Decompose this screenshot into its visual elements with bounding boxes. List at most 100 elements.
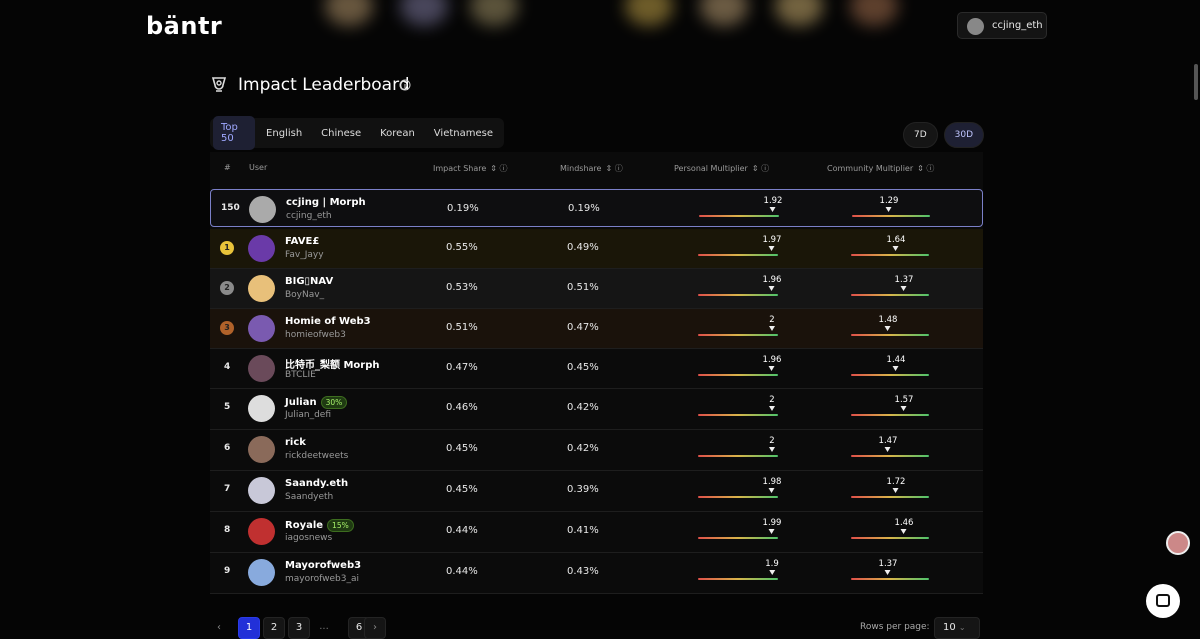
boost-badge: 30% [320,396,348,409]
column-header[interactable]: Community Multiplier ⇕ ⓘ [827,164,935,173]
rows-label: Rows per page: [860,622,930,632]
language-tab[interactable]: Vietnamese [433,127,493,139]
column-header[interactable]: Mindshare ⇕ ⓘ [560,164,623,173]
column-header[interactable]: Impact Share ⇕ ⓘ [433,164,508,173]
blurred-avatar [325,0,373,26]
language-tab[interactable]: English [266,127,303,139]
sort-icon[interactable]: ⇕ ⓘ [490,164,508,173]
mindshare: 0.41% [567,525,599,536]
rank-medal: 1 [220,241,234,255]
name-text: Mayorofweb3 [285,560,362,571]
name-text: BIG▯NAV [285,276,334,287]
community-multiplier: 1.57 [895,395,914,411]
user-name[interactable]: ccjing | Morph [286,197,366,208]
page-button[interactable]: 2 [263,617,285,639]
boost-badge: 15% [327,519,354,532]
rank: 6 [224,443,231,453]
table-row[interactable]: 2 BIG▯NAV BoyNav_ 0.53% 0.51% 1.96 1.37 [210,269,983,309]
mindshare: 0.19% [568,203,600,214]
community-multiplier: 1.47 [879,436,898,452]
language-tab[interactable]: Top 50 [213,116,256,150]
user-name[interactable]: rick [285,437,306,448]
personal-bar [698,374,778,376]
prev-page[interactable]: ‹ [217,622,221,633]
page-button[interactable]: 3 [288,617,310,639]
page-button[interactable]: 1 [238,617,260,639]
impact-share: 0.44% [446,566,478,577]
community-multiplier: 1.72 [887,477,906,493]
sort-icon[interactable]: ⇕ ⓘ [917,164,935,173]
rows-value: 10 [943,622,956,633]
period-tab[interactable]: 30D [943,122,985,148]
user-handle: homieofweb3 [285,330,346,340]
translate-button[interactable] [1166,531,1190,555]
name-text: Julian [285,397,317,408]
community-bar [852,215,930,217]
sort-icon[interactable]: ⇕ ⓘ [605,164,623,173]
impact-share: 0.45% [446,443,478,454]
user-menu[interactable]: ccjing_eth [957,12,1047,39]
name-text: Homie of Web3 [285,316,371,327]
blurred-avatar [700,0,748,26]
user-name[interactable]: BIG▯NAV [285,276,333,287]
table-row[interactable]: 5 Julian 30% Julian_defi 0.46% 0.42% 2 1.57 [210,389,983,430]
avatar [248,436,275,463]
info-icon[interactable] [399,79,411,91]
table-row[interactable]: 150 ccjing | Morph ccjing_eth 0.19% 0.19% 1.9… [210,189,983,227]
user-name[interactable]: Mayorofweb3 [285,560,361,571]
column-header[interactable]: Personal Multiplier ⇕ ⓘ [674,164,770,173]
mindshare: 0.51% [567,282,599,293]
name-text: ccjing | Morph [286,197,366,208]
chat-button[interactable] [1146,584,1180,618]
user-name[interactable]: Saandy.eth [285,478,348,489]
name-text: 比特币_梨额 Morph [285,360,380,371]
language-tab[interactable]: Chinese [321,127,362,139]
community-bar [851,294,929,296]
blurred-avatar [850,0,898,26]
user-name[interactable]: FAVE£ [285,236,319,247]
user-name[interactable]: Royale 15% [285,519,354,532]
period-tab[interactable]: 7D [903,122,938,148]
logo[interactable]: bäntr [146,12,223,40]
next-page[interactable]: › [364,617,386,639]
table-row[interactable]: 7 Saandy.eth Saandyeth 0.45% 0.39% 1.98 1.72 [210,471,983,512]
table-row[interactable]: 6 rick rickdeetweets 0.45% 0.42% 2 1.47 [210,430,983,471]
user-name[interactable]: Julian 30% [285,396,348,409]
user-name[interactable]: Homie of Web3 [285,316,371,327]
blurred-avatar [400,0,448,26]
table-row[interactable]: 4 比特币_梨额 Morph BTCLIE 0.47% 0.45% 1.96 1.44 [210,349,983,389]
avatar [248,315,275,342]
table-row[interactable]: 9 Mayorofweb3 mayorofweb3_ai 0.44% 0.43% 1.9 1… [210,553,983,594]
page-button[interactable]: ... [319,621,329,632]
community-multiplier: 1.48 [879,315,898,331]
rank: 5 [224,402,231,412]
community-bar [851,455,929,457]
community-bar [851,496,929,498]
user-name[interactable]: 比特币_梨额 Morph [285,356,380,371]
avatar [248,559,275,586]
community-bar [851,334,929,336]
community-multiplier: 1.46 [895,518,914,534]
rank: 8 [224,525,231,535]
personal-bar [698,254,778,256]
user-handle: mayorofweb3_ai [285,574,359,584]
user-handle: BoyNav_ [285,290,325,300]
username: ccjing_eth [992,20,1043,31]
table-row[interactable]: 8 Royale 15% iagosnews 0.44% 0.41% 1.99 1.46 [210,512,983,553]
table-row[interactable]: 1 FAVE£ Fav_Jayy 0.55% 0.49% 1.97 1.64 [210,229,983,269]
rows-select[interactable]: 10 ⌄ [934,617,980,639]
personal-multiplier: 1.96 [763,275,782,291]
personal-multiplier: 1.96 [763,355,782,371]
rank: 9 [224,566,231,576]
table-row[interactable]: 3 Homie of Web3 homieofweb3 0.51% 0.47% 2 1.48 [210,309,983,349]
sort-icon[interactable]: ⇕ ⓘ [751,164,770,173]
blurred-avatar [625,0,673,26]
mindshare: 0.39% [567,484,599,495]
blurred-avatar [470,0,518,26]
scrollbar[interactable] [1194,64,1198,100]
personal-bar [698,334,778,336]
personal-bar [699,215,779,217]
rank-medal: 2 [220,281,234,295]
personal-multiplier: 2 [769,395,775,411]
language-tab[interactable]: Korean [380,127,415,139]
